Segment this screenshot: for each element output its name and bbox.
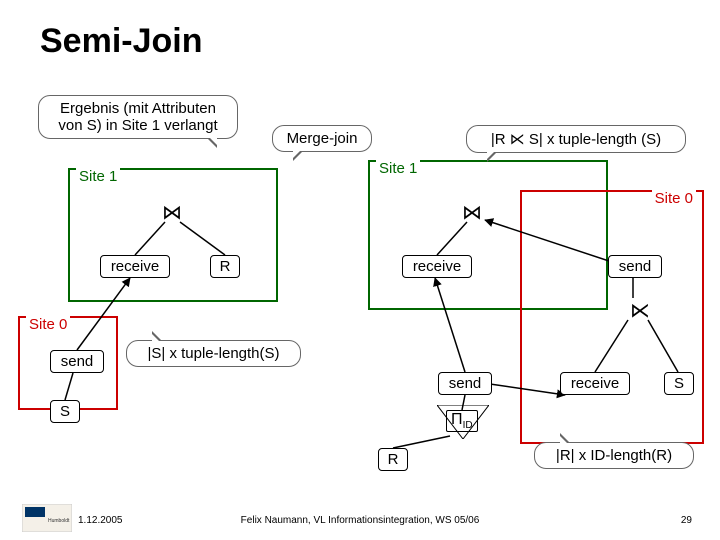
callout-cost-bot: |R| x ID-length(R) [534, 442, 694, 469]
right-join-icon: ⋈ [462, 200, 482, 225]
left-site1-box: Site 1 [68, 168, 278, 302]
callout-mergejoin: Merge-join [272, 125, 372, 152]
right-semijoin-icon: ⋉ [630, 298, 650, 323]
left-send: send [50, 350, 104, 373]
left-receive: receive [100, 255, 170, 278]
right-site1-label: Site 1 [376, 160, 420, 177]
footer-center: Felix Naumann, VL Informationsintegratio… [0, 515, 720, 526]
right-site0-label: Site 0 [652, 190, 696, 207]
left-R: R [210, 255, 240, 278]
right-receive1: receive [402, 255, 472, 278]
right-projection: ΠID [446, 410, 478, 432]
right-send-bl: send [438, 372, 492, 395]
right-R: R [378, 448, 408, 471]
callout-result: Ergebnis (mit Attributen von S) in Site … [38, 95, 238, 139]
callout-cost-top: |R ⋉ S| x tuple-length (S) [466, 125, 686, 153]
callout-cost-mid: |S| x tuple-length(S) [126, 340, 301, 367]
right-S: S [664, 372, 694, 395]
slide-title: Semi-Join [40, 22, 202, 61]
right-site0-box: Site 0 [520, 190, 704, 444]
left-join-icon: ⋈ [162, 200, 182, 225]
footer-page: 29 [681, 515, 692, 526]
left-site0-label: Site 0 [26, 316, 70, 333]
right-receive2: receive [560, 372, 630, 395]
left-site1-label: Site 1 [76, 168, 120, 185]
right-send-tr: send [608, 255, 662, 278]
left-S: S [50, 400, 80, 423]
